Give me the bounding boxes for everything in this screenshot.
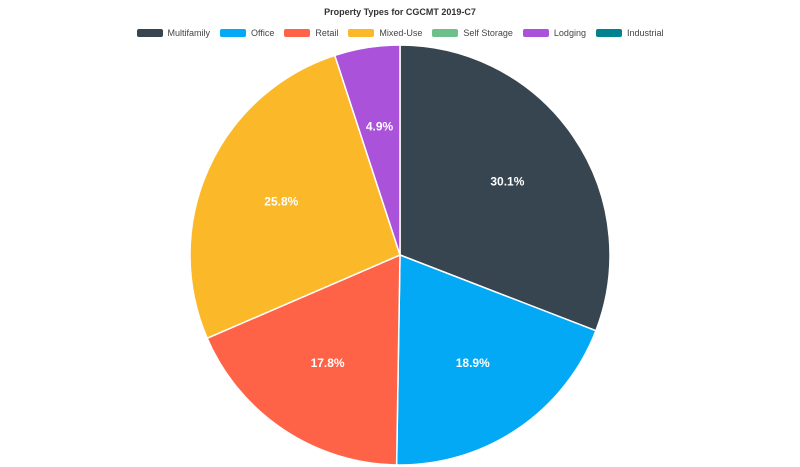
legend-swatch — [522, 29, 549, 37]
legend-swatch — [284, 29, 311, 37]
legend-item[interactable]: Self Storage — [432, 28, 513, 38]
legend-item[interactable]: Multifamily — [136, 28, 211, 38]
pie-slice-multifamily[interactable] — [399, 44, 611, 332]
slice-value-label: 30.1% — [490, 174, 524, 188]
slice-value-label: 18.9% — [456, 356, 490, 370]
legend-label: Mixed-Use — [379, 28, 423, 38]
legend-swatch — [595, 29, 622, 37]
slice-value-label: 4.9% — [366, 119, 394, 133]
legend-item[interactable]: Industrial — [595, 28, 664, 38]
legend-item[interactable]: Office — [220, 28, 274, 38]
legend-item[interactable]: Lodging — [522, 28, 586, 38]
pie-slice-lodging[interactable] — [333, 44, 401, 256]
legend-label: Multifamily — [167, 28, 211, 38]
chart-title: Property Types for CGCMT 2019-C7 — [324, 7, 476, 17]
pie-slice-mixed-use[interactable] — [189, 54, 401, 340]
legend-item[interactable]: Mixed-Use — [348, 28, 422, 38]
legend-label: Industrial — [626, 28, 664, 38]
legend-swatch — [432, 29, 459, 37]
slice-value-label: 17.8% — [311, 356, 345, 370]
legend-label: Office — [251, 28, 275, 38]
legend-swatch — [220, 29, 247, 37]
legend-swatch — [136, 29, 163, 37]
legend-swatch — [348, 29, 375, 37]
legend-label: Lodging — [553, 28, 586, 38]
legend: Multifamily Office Retail Mixed-Use Self Sto… — [0, 28, 800, 38]
slice-value-label: 25.8% — [264, 194, 298, 208]
pie-slice-office[interactable] — [395, 253, 597, 466]
legend-label: Retail — [315, 28, 339, 38]
legend-label: Self Storage — [463, 28, 513, 38]
legend-item[interactable]: Retail — [284, 28, 338, 38]
pie-slice-retail[interactable] — [206, 253, 401, 466]
